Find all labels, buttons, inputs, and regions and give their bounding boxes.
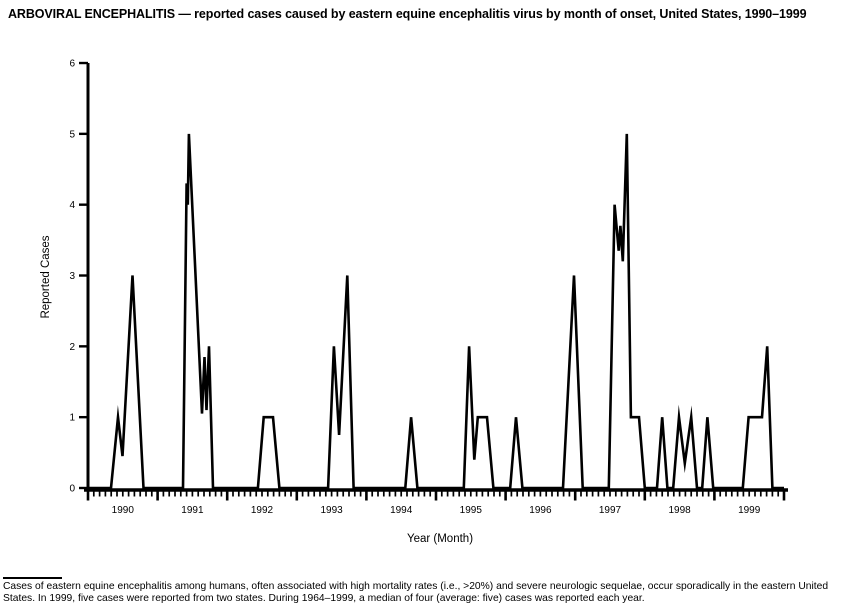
y-tick-label: 1 [69,413,75,424]
y-tick-label: 5 [69,129,75,140]
y-tick-label: 0 [69,484,75,495]
x-year-label: 1994 [390,505,413,516]
x-year-label: 1991 [181,505,204,516]
reported-cases-line [88,133,784,490]
y-tick-label: 2 [69,342,75,353]
x-year-label: 1997 [599,505,622,516]
x-year-label: 1995 [460,505,483,516]
x-year-label: 1996 [529,505,552,516]
x-year-label: 1993 [320,505,343,516]
x-year-label: 1992 [251,505,274,516]
x-year-label: 1990 [112,505,135,516]
x-year-label: 1999 [738,505,761,516]
footnote-separator-rule [3,577,62,579]
y-tick-label: 4 [69,200,75,211]
y-tick-label: 6 [69,59,75,70]
x-axis-label: Year (Month) [406,533,474,545]
x-year-label: 1998 [668,505,691,516]
y-axis-label: Reported Cases [40,235,52,319]
chart-title: ARBOVIRAL ENCEPHALITIS — reported cases … [8,7,807,21]
footnote-text: Cases of eastern equine encephalitis amo… [3,581,829,605]
y-tick-label: 3 [69,271,75,282]
